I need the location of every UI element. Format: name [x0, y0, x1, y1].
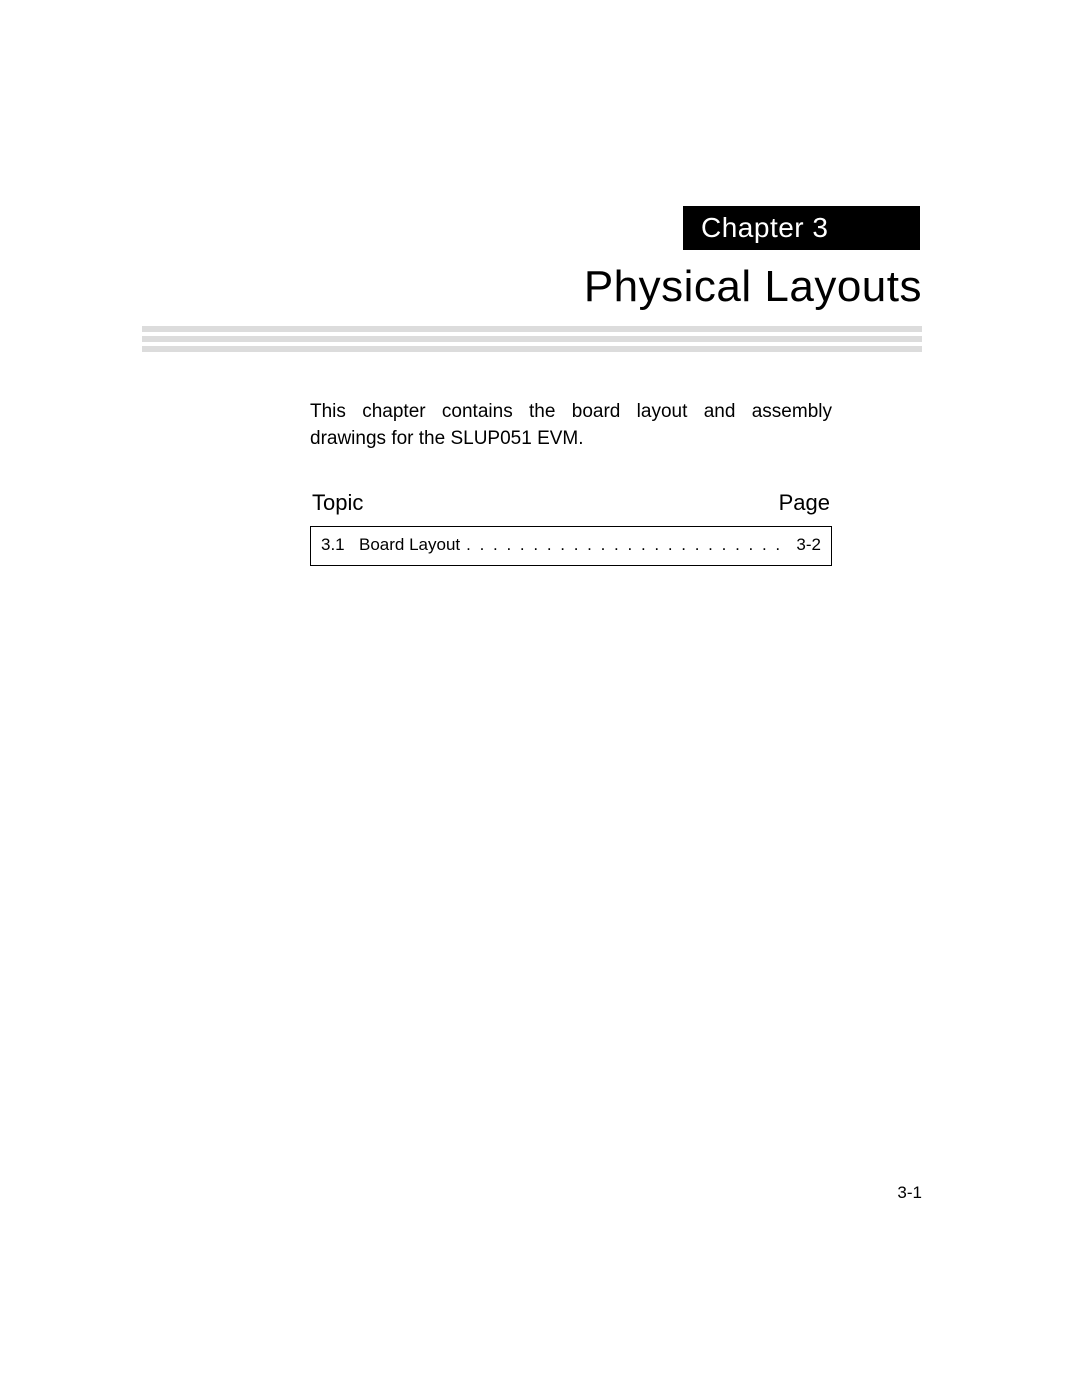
chapter-title: Physical Layouts: [584, 262, 922, 312]
toc-header-topic: Topic: [312, 490, 363, 516]
toc-entry-page: 3-2: [790, 535, 821, 555]
chapter-label-bar: Chapter 3: [683, 206, 920, 250]
page: Chapter 3 Physical Layouts This chapter …: [0, 0, 1080, 1397]
rule: [142, 326, 922, 332]
page-number: 3-1: [897, 1183, 922, 1203]
horizontal-rules: [142, 326, 922, 356]
toc-entry-title: Board Layout: [359, 535, 466, 555]
toc-header-page: Page: [779, 490, 830, 516]
toc-entry: 3.1 Board Layout . . . . . . . . . . . .…: [321, 535, 821, 555]
table-of-contents: Topic Page 3.1 Board Layout . . . . . . …: [310, 490, 832, 566]
rule: [142, 336, 922, 342]
toc-box: 3.1 Board Layout . . . . . . . . . . . .…: [310, 526, 832, 566]
toc-entry-leader-dots: . . . . . . . . . . . . . . . . . . . . …: [466, 535, 790, 555]
rule: [142, 346, 922, 352]
toc-entry-number: 3.1: [321, 535, 359, 555]
intro-paragraph: This chapter contains the board layout a…: [310, 398, 832, 452]
toc-header: Topic Page: [310, 490, 832, 516]
chapter-label: Chapter 3: [701, 212, 828, 243]
